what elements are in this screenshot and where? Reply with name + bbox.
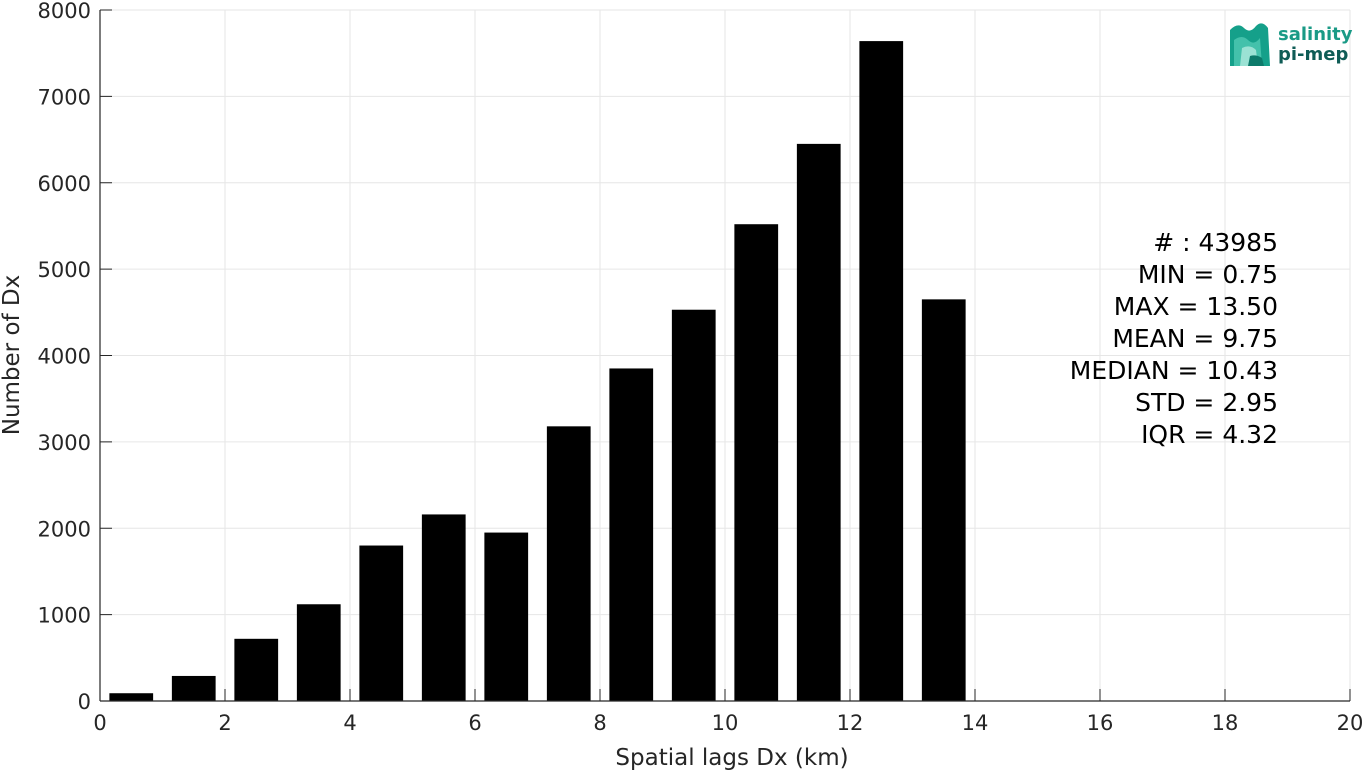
axes [99, 9, 1351, 702]
bars [109, 41, 966, 702]
x-tick-label: 2 [218, 711, 231, 735]
x-tick-label: 14 [962, 711, 989, 735]
histogram-bar [796, 143, 841, 702]
stat-line: STD = 2.95 [1135, 388, 1278, 417]
stat-line: IQR = 4.32 [1141, 420, 1278, 449]
y-tick-label: 6000 [38, 172, 91, 196]
salinity-pi-mep-logo: salinity pi-mep [1230, 23, 1353, 66]
histogram-bar [359, 545, 404, 701]
x-tick-label: 6 [468, 711, 481, 735]
stat-line: # : 43985 [1153, 228, 1278, 257]
x-tick-label: 8 [593, 711, 606, 735]
y-tick-label: 2000 [38, 517, 91, 541]
y-tick-label: 8000 [38, 0, 91, 23]
histogram-bar [421, 514, 466, 701]
y-tick-label: 0 [78, 690, 91, 714]
x-tick-label: 0 [93, 711, 106, 735]
y-tick-label: 1000 [38, 604, 91, 628]
stat-line: MIN = 0.75 [1138, 260, 1278, 289]
stat-line: MAX = 13.50 [1114, 292, 1278, 321]
stat-line: MEDIAN = 10.43 [1070, 356, 1278, 385]
y-tick-label: 3000 [38, 431, 91, 455]
histogram-bar [296, 604, 341, 701]
x-axis-label: Spatial lags Dx (km) [615, 745, 848, 771]
logo-text-pi-mep: pi-mep [1278, 44, 1348, 65]
x-tick-label: 18 [1212, 711, 1239, 735]
y-tick-label: 5000 [38, 258, 91, 282]
histogram-bar [546, 426, 591, 701]
histogram-bar [109, 693, 154, 701]
histogram-bar [234, 638, 279, 701]
stat-line: MEAN = 9.75 [1112, 324, 1278, 353]
histogram-bar [921, 299, 966, 701]
x-tick-label: 10 [712, 711, 739, 735]
histogram-bar [859, 41, 904, 702]
logo-wave-icon [1230, 23, 1270, 66]
histogram-bar [484, 532, 529, 701]
y-tick-labels: 0 1000 2000 3000 4000 5000 6000 7000 8000 [38, 0, 91, 714]
x-tick-label: 16 [1087, 711, 1114, 735]
histogram-bar [609, 368, 654, 701]
histogram-bar [734, 224, 779, 701]
y-tick-label: 4000 [38, 345, 91, 369]
histogram-bar [671, 309, 716, 701]
y-axis-label: Number of Dx [0, 275, 25, 436]
x-tick-label: 12 [837, 711, 864, 735]
x-tick-label: 4 [343, 711, 356, 735]
x-tick-label: 20 [1337, 711, 1364, 735]
logo-text-salinity: salinity [1278, 24, 1353, 45]
y-tick-label: 7000 [38, 85, 91, 109]
x-tick-labels: 0 2 4 6 8 10 12 14 16 18 20 [93, 711, 1363, 735]
histogram-bar [171, 675, 216, 701]
statistics-annotation: # : 43985 MIN = 0.75 MAX = 13.50 MEAN = 9.7… [1070, 228, 1278, 449]
